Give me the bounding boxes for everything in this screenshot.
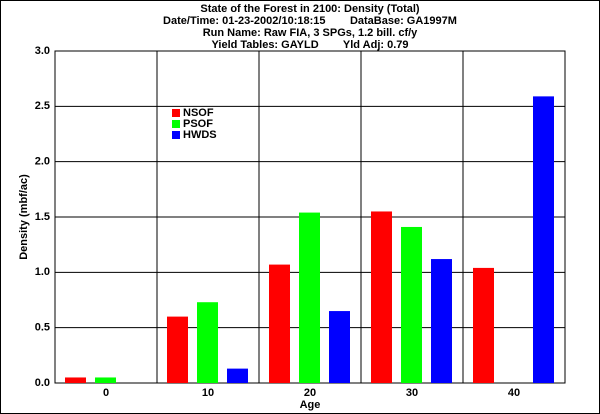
y-tick-label: 3.0 bbox=[35, 45, 50, 57]
bar bbox=[95, 377, 116, 383]
bar bbox=[431, 259, 452, 383]
bar bbox=[473, 267, 494, 383]
subtitle: Run Name: Raw FIA, 3 SPGs, 1.2 bill. cf/… bbox=[203, 27, 418, 39]
legend-swatch bbox=[172, 120, 180, 128]
y-axis-label: Density (mbf/ac) bbox=[18, 174, 30, 260]
bar bbox=[269, 264, 290, 383]
bar bbox=[197, 302, 218, 383]
subtitle: Yield Tables: GAYLD Yld Adj: 0.79 bbox=[211, 39, 408, 51]
bar bbox=[227, 368, 248, 383]
y-tick-label: 1.0 bbox=[35, 266, 50, 278]
x-tick-label: 0 bbox=[103, 387, 109, 399]
x-tick-label: 30 bbox=[406, 387, 418, 399]
legend-swatch bbox=[172, 131, 180, 139]
bar bbox=[371, 211, 392, 383]
bar bbox=[533, 96, 554, 383]
x-axis-label: Age bbox=[300, 399, 321, 411]
legend-label: PSOF bbox=[183, 118, 213, 130]
chart-title: State of the Forest in 2100: Density (To… bbox=[200, 3, 420, 15]
legend-label: HWDS bbox=[183, 129, 217, 141]
bar bbox=[299, 212, 320, 383]
x-tick-label: 10 bbox=[202, 387, 214, 399]
y-tick-label: 2.5 bbox=[35, 100, 50, 112]
x-tick-label: 40 bbox=[508, 387, 520, 399]
y-tick-label: 0.5 bbox=[35, 322, 50, 334]
y-tick-label: 0.0 bbox=[35, 377, 50, 389]
subtitle: Date/Time: 01-23-2002/10:18:15 DataBase:… bbox=[163, 15, 457, 27]
x-tick-label: 20 bbox=[304, 387, 316, 399]
bar bbox=[329, 311, 350, 383]
legend-swatch bbox=[172, 109, 180, 117]
legend-label: NSOF bbox=[183, 107, 214, 119]
bar bbox=[65, 377, 86, 383]
bar bbox=[401, 226, 422, 383]
bar bbox=[167, 316, 188, 383]
y-tick-label: 1.5 bbox=[35, 211, 50, 223]
y-tick-label: 2.0 bbox=[35, 156, 50, 168]
